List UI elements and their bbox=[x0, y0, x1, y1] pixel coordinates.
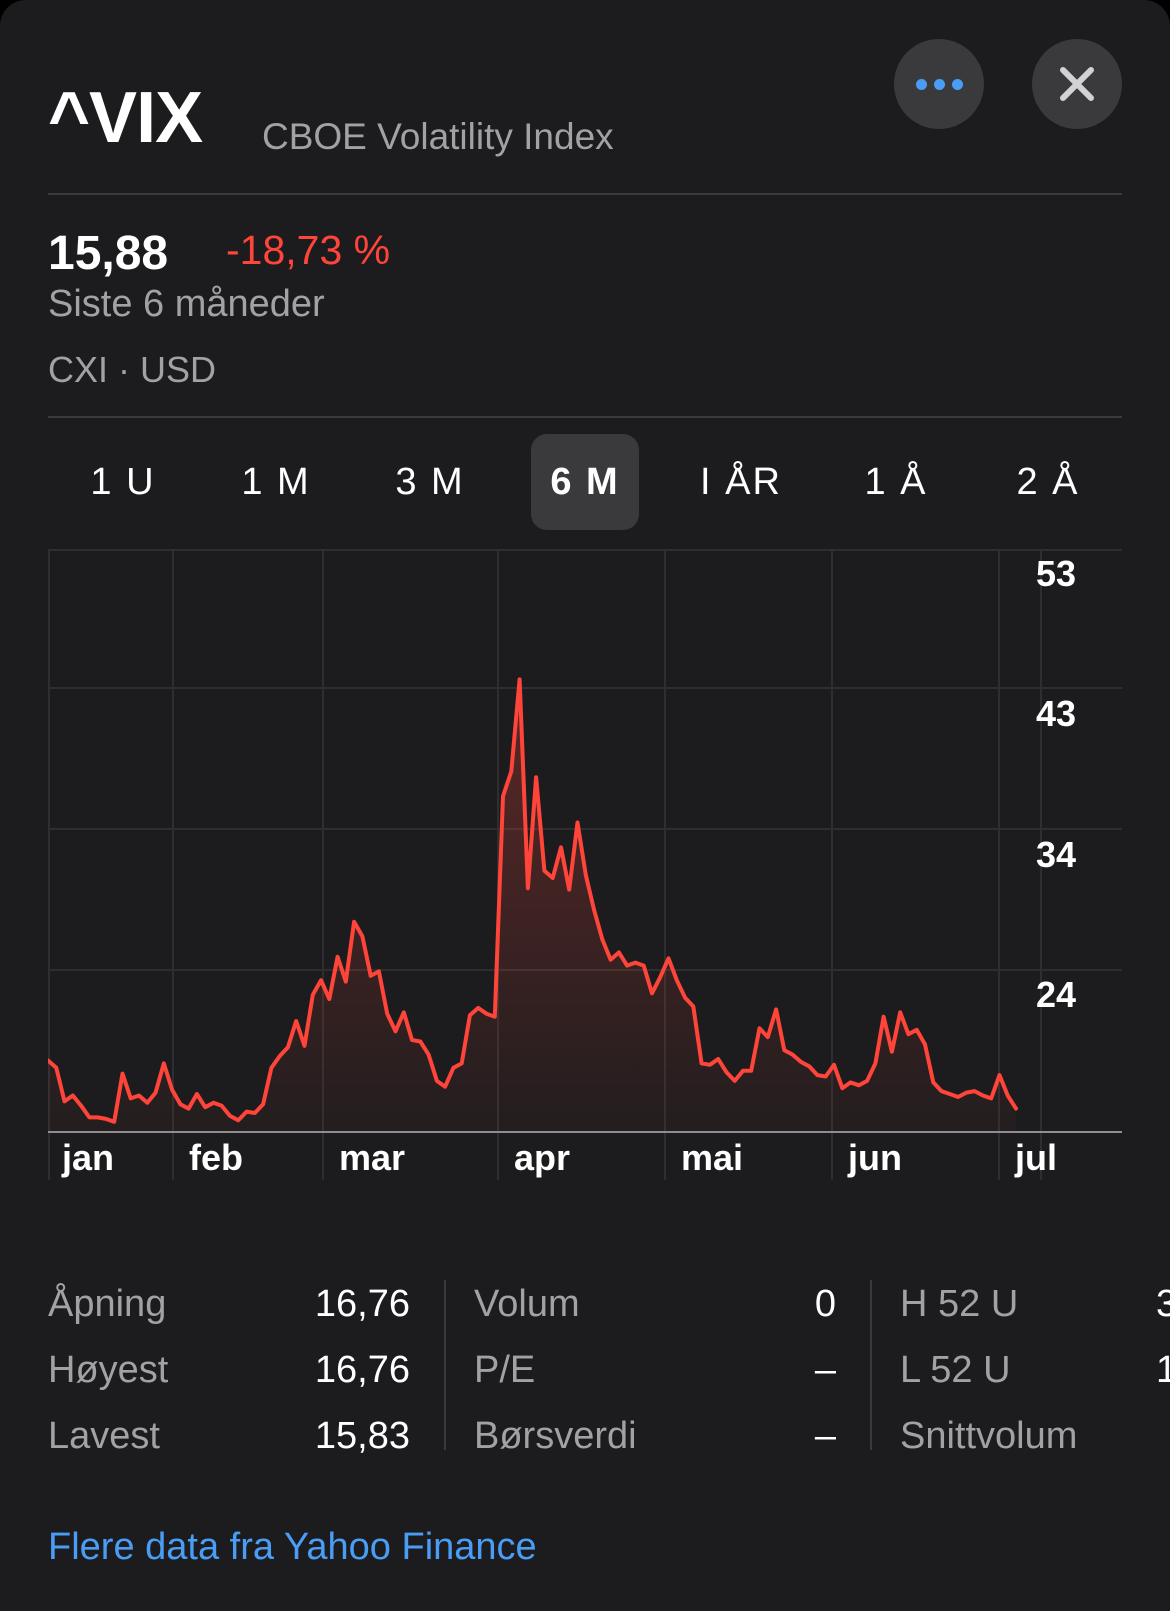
stat-value: 15,83 bbox=[314, 1415, 410, 1457]
stat-volume: Volum 0 bbox=[474, 1280, 836, 1346]
y-tick-label: 24 bbox=[1036, 974, 1076, 1015]
stats-column-1: Åpning 16,76 Høyest 16,76 Lavest 15,83 bbox=[48, 1280, 410, 1478]
price-chart[interactable]: 53 43 34 24 jan feb mar apr mai jun jul bbox=[48, 548, 1122, 1180]
x-tick-label: jul bbox=[1014, 1137, 1057, 1178]
x-tick-label: mai bbox=[681, 1137, 743, 1178]
y-tick-label: 34 bbox=[1036, 834, 1076, 875]
stat-market-cap: Børsverdi – bbox=[474, 1412, 836, 1478]
stat-low: Lavest 15,83 bbox=[48, 1412, 410, 1478]
range-tab-1y[interactable]: 1 Å bbox=[864, 461, 928, 503]
stat-value: 16,76 bbox=[314, 1283, 410, 1325]
stat-value: 16,76 bbox=[314, 1349, 410, 1391]
more-button[interactable] bbox=[894, 39, 984, 129]
range-selector: 1 U 1 M 3 M 6 M I ÅR 1 Å 2 Å bbox=[48, 434, 1122, 530]
x-tick-label: jan bbox=[61, 1137, 114, 1178]
stat-value: 1 bbox=[1156, 1349, 1170, 1391]
current-price: 15,88 bbox=[48, 227, 169, 280]
stat-label: Volum bbox=[474, 1283, 580, 1325]
range-tab-3m[interactable]: 3 M bbox=[395, 461, 465, 503]
ellipsis-icon bbox=[915, 78, 963, 90]
range-tab-2y[interactable]: 2 Å bbox=[1016, 461, 1080, 503]
stat-label: L 52 U bbox=[900, 1349, 1011, 1391]
x-tick-label: jun bbox=[847, 1137, 902, 1178]
chart-price-line bbox=[48, 677, 1018, 1124]
chart-area-fill bbox=[48, 679, 1016, 1132]
stat-label: Høyest bbox=[48, 1349, 169, 1391]
header-divider bbox=[48, 193, 1122, 195]
close-button[interactable] bbox=[1032, 39, 1122, 129]
stat-label: Lavest bbox=[48, 1415, 160, 1457]
close-icon bbox=[1060, 67, 1094, 101]
yahoo-finance-link[interactable]: Flere data fra Yahoo Finance bbox=[48, 1526, 537, 1568]
x-tick-label: feb bbox=[189, 1137, 243, 1178]
stat-label: Åpning bbox=[48, 1283, 167, 1325]
range-tab-year-to-date[interactable]: I ÅR bbox=[700, 461, 782, 503]
stats-divider bbox=[444, 1280, 446, 1450]
range-tab-1u[interactable]: 1 U bbox=[90, 461, 156, 503]
stats-divider bbox=[870, 1280, 872, 1450]
x-tick-label: apr bbox=[514, 1137, 570, 1178]
stat-value: – bbox=[814, 1415, 836, 1457]
stats-column-2: Volum 0 P/E – Børsverdi – bbox=[474, 1280, 836, 1478]
stat-label: Snittvolum bbox=[900, 1415, 1078, 1457]
quote-divider bbox=[48, 416, 1122, 418]
stat-value: – bbox=[814, 1349, 836, 1391]
stat-52w-high: H 52 U 3 bbox=[900, 1280, 1170, 1346]
period-label: Siste 6 måneder bbox=[48, 283, 325, 325]
stat-label: H 52 U bbox=[900, 1283, 1019, 1325]
stat-value: 0 bbox=[814, 1283, 836, 1325]
stat-52w-low: L 52 U 1 bbox=[900, 1346, 1170, 1412]
y-tick-label: 43 bbox=[1036, 693, 1076, 734]
y-tick-label: 53 bbox=[1036, 553, 1076, 594]
stats-column-3: H 52 U 3 L 52 U 1 Snittvolum bbox=[900, 1280, 1170, 1478]
ticker-symbol: ^VIX bbox=[48, 78, 203, 158]
price-change: -18,73 % bbox=[226, 227, 391, 273]
company-name: CBOE Volatility Index bbox=[262, 116, 614, 157]
stat-label: P/E bbox=[474, 1349, 536, 1391]
stat-open: Åpning 16,76 bbox=[48, 1280, 410, 1346]
stat-label: Børsverdi bbox=[474, 1415, 637, 1457]
stat-value: 3 bbox=[1156, 1283, 1170, 1325]
stats-grid: Åpning 16,76 Høyest 16,76 Lavest 15,83 V… bbox=[48, 1280, 1170, 1460]
exchange-currency: CXI · USD bbox=[48, 349, 217, 390]
stat-high: Høyest 16,76 bbox=[48, 1346, 410, 1412]
stat-avg-volume: Snittvolum bbox=[900, 1412, 1170, 1478]
range-tab-1m[interactable]: 1 M bbox=[241, 461, 311, 503]
x-tick-label: mar bbox=[339, 1137, 405, 1178]
stat-pe: P/E – bbox=[474, 1346, 836, 1412]
range-tab-6m[interactable]: 6 M bbox=[531, 434, 639, 530]
